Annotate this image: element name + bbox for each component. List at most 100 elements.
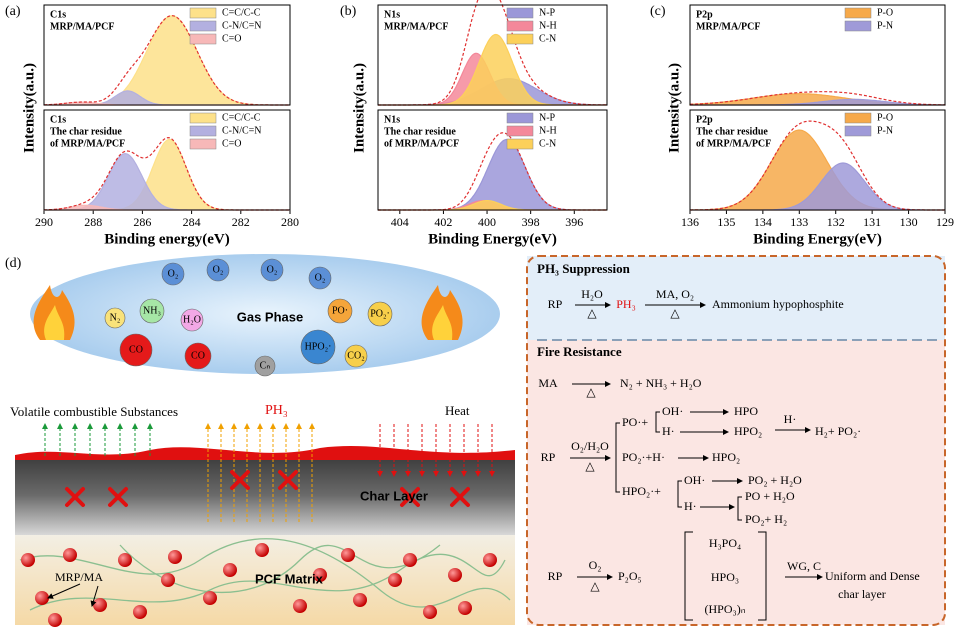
block-x <box>400 487 420 507</box>
x-tick-label: 288 <box>84 215 102 229</box>
x-tick-label: 290 <box>35 215 53 229</box>
reaction-text: O₂/H₂O <box>571 439 609 453</box>
reaction-text: OH· <box>684 473 705 487</box>
particle <box>161 573 175 587</box>
envelope <box>44 15 290 106</box>
molecule-label: HPO₂· <box>305 341 332 352</box>
block-x <box>278 470 298 490</box>
molecule-label: O₂ <box>213 264 224 275</box>
subplot-frame <box>377 4 608 106</box>
molecule-label: Cₙ <box>260 360 271 371</box>
molecule-label: CO₂ <box>347 350 364 361</box>
reaction-text: RP <box>548 297 563 311</box>
particle <box>255 543 269 557</box>
legend-swatch <box>189 125 217 137</box>
particle <box>458 601 472 615</box>
x-tick-label: 129 <box>936 215 954 229</box>
molecule-label: NH₃ <box>143 305 161 316</box>
molecule-label: H₂O <box>183 314 201 325</box>
subplot-text: of MRP/MA/PCF <box>50 138 125 149</box>
peak <box>378 138 607 211</box>
matrix-label: PCF Matrix <box>255 571 324 586</box>
reaction-text: Uniform and Dense <box>825 569 920 583</box>
subplot-text: The char residue <box>384 126 456 137</box>
molecules: O₂ O₂ O₂ O₂ N₂ NH₃ H₂O CO CO Cₙ HPO₂· PO· PO₂· CO₂ <box>104 258 393 377</box>
x-tick-label: 402 <box>434 215 452 229</box>
legend-swatch <box>844 20 872 32</box>
molecule <box>206 258 230 282</box>
reaction-text: WG, C <box>787 559 821 573</box>
box-title: Fire Resistance <box>537 344 622 359</box>
scheme: (d) Gas Phase O₂ O₂ O₂ O₂ N₂ NH₃ H₂O CO CO Cₙ HPO₂… <box>5 254 946 627</box>
legend-label: C=C/C-C <box>222 112 261 123</box>
reaction-text: △ <box>590 579 600 593</box>
subplot-text: MRP/MA/PCF <box>696 21 760 32</box>
legend-label: C=C/C-C <box>222 7 261 18</box>
flame <box>432 305 453 340</box>
subplot-text: C1s <box>50 9 66 20</box>
molecule <box>367 301 393 327</box>
molecule <box>308 266 332 290</box>
particle <box>388 573 402 587</box>
envelope <box>689 91 945 106</box>
envelope <box>378 0 607 106</box>
legend-label: C-N/C=N <box>222 125 262 136</box>
subplot-frame <box>689 109 946 211</box>
reaction-text: △ <box>586 385 596 399</box>
subplot-frame <box>689 4 946 106</box>
x-axis-title: Binding Energy(eV) <box>753 231 882 247</box>
particle <box>48 613 62 627</box>
subplot-text: N1s <box>384 114 400 125</box>
subplot-text: The char residue <box>50 126 122 137</box>
particle <box>35 591 49 605</box>
block-x <box>230 470 250 490</box>
molecule-label: O₂ <box>168 268 179 279</box>
reaction-text: O₂ <box>589 558 602 572</box>
x-tick-label: 132 <box>827 215 845 229</box>
x-tick-label: 286 <box>133 215 151 229</box>
molecule <box>139 298 165 324</box>
legend-label: C=O <box>222 33 242 44</box>
particle <box>448 568 462 582</box>
reaction-text: H· <box>684 499 697 513</box>
char-layer <box>15 455 515 535</box>
molecule <box>119 333 153 367</box>
legend-label: C-N/C=N <box>222 20 262 31</box>
x-tick-label: 133 <box>790 215 808 229</box>
molecule <box>180 308 204 332</box>
red-surface <box>15 446 515 460</box>
reaction-text: HPO₃ <box>711 570 739 584</box>
spectra: (a) Intensity(a.u.) Binding energy(eV) 290 2… <box>5 0 954 247</box>
molecule-label: CO <box>191 350 205 361</box>
x-tick-label: 134 <box>754 215 772 229</box>
legend-label: P-O <box>877 7 893 18</box>
legend-swatch <box>189 20 217 32</box>
molecule <box>260 258 284 282</box>
reaction-text: PH₃ <box>616 297 636 311</box>
reaction-text: H₃PO₄ <box>709 536 741 550</box>
label: PH₃ <box>265 403 288 418</box>
reaction-text: HPO₂ <box>712 450 740 464</box>
particles <box>21 543 497 627</box>
legend-label: C=O <box>222 138 242 149</box>
molecule-label: CO <box>129 344 143 355</box>
molecule <box>254 355 276 377</box>
legend-label: C-N <box>539 33 556 44</box>
legend-swatch <box>189 112 217 124</box>
reaction-arrows <box>570 302 823 621</box>
legend-swatch <box>844 125 872 137</box>
x-tick-label: 135 <box>717 215 735 229</box>
x-tick-label: 400 <box>478 215 496 229</box>
fibers <box>19 538 511 611</box>
particle <box>203 591 217 605</box>
legend-label: N-H <box>539 125 557 136</box>
reaction-text: Ammonium hypophosphite <box>712 297 844 311</box>
subplot-text: C1s <box>50 114 66 125</box>
particle <box>93 598 107 612</box>
reaction-text: RP <box>548 569 563 583</box>
subplot-text: MRP/MA/PCF <box>50 21 114 32</box>
reaction-text: char layer <box>838 587 886 601</box>
particle <box>483 553 497 567</box>
reaction-text: RP <box>541 450 556 464</box>
molecule-label: PO₂· <box>370 308 390 319</box>
